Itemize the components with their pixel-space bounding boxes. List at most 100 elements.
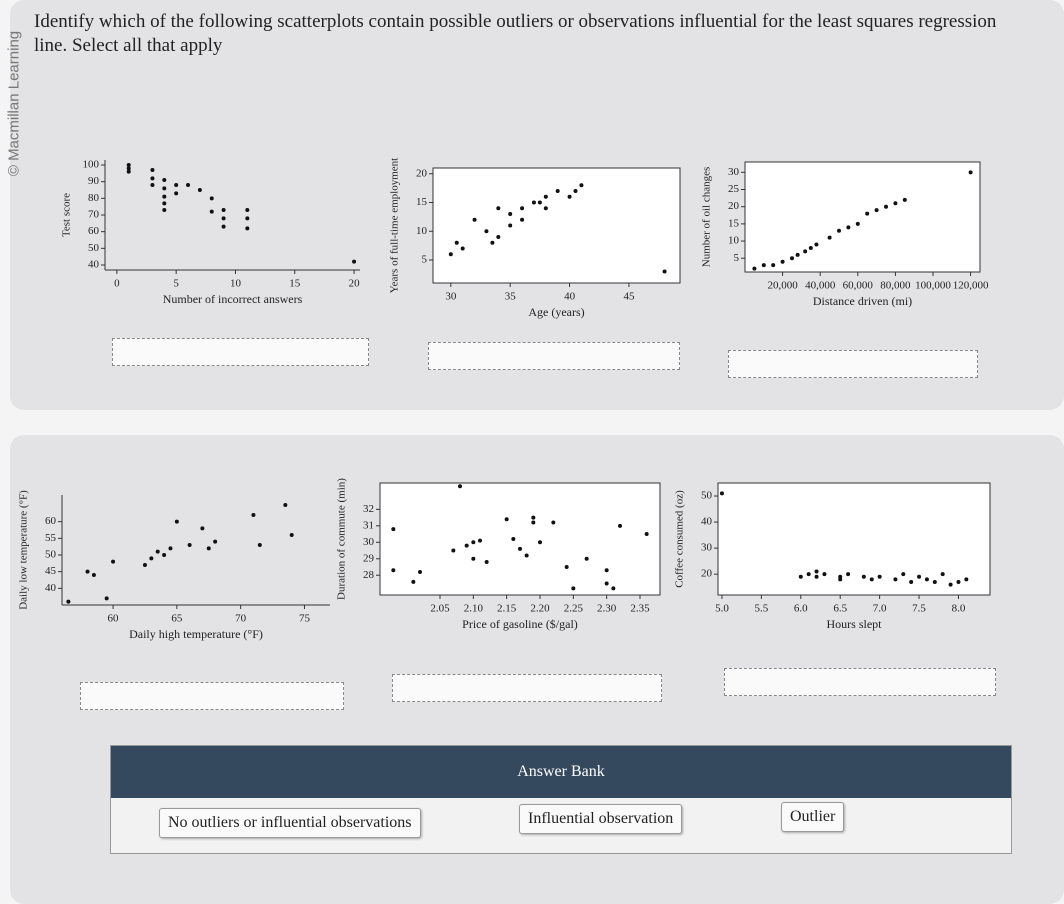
point [518,546,522,551]
point [245,216,250,221]
y-tick-label: 90 [88,175,100,187]
point [174,191,179,196]
point [458,484,462,489]
point [460,246,465,251]
point [956,579,961,584]
point [855,221,860,226]
point [618,523,622,528]
x-tick-label: 65 [171,613,183,625]
x-tick-label: 75 [299,613,311,625]
point [200,526,205,531]
point [537,200,542,205]
point [150,183,155,187]
y-tick-label: 70 [88,209,100,221]
y-tick-label: 55 [45,532,57,544]
point [531,515,536,520]
answer-option[interactable]: Influential observation [519,804,683,834]
x-tick-label: 20,000 [767,280,798,292]
point [162,194,167,199]
point [893,201,898,206]
answer-option[interactable]: Outlier [781,802,845,832]
x-tick-label: 7.5 [912,603,926,615]
answer-bank: Answer Bank No outliers or influential o… [110,745,1012,854]
x-tick-label: 120,000 [953,280,989,292]
point [162,201,167,206]
point [391,527,396,532]
point [186,183,191,187]
point [126,163,131,167]
point [837,228,841,233]
x-tick-label: 2.15 [497,603,517,615]
drop-zone[interactable] [724,668,996,696]
point [761,263,766,268]
drop-zone[interactable] [728,350,978,378]
point [472,217,477,222]
point [448,252,453,257]
drop-zone[interactable] [428,342,680,370]
point [814,242,819,247]
point [940,572,945,577]
point [142,563,147,567]
point [877,574,882,579]
answer-option[interactable]: No outliers or influential observations [159,808,421,838]
point [571,586,576,591]
drop-zone[interactable] [112,338,369,366]
point [644,532,649,537]
point [846,572,851,577]
drop-zone[interactable] [80,682,344,710]
x-tick-label: 5.5 [754,603,768,615]
point [538,540,542,545]
x-tick-label: 2.30 [597,603,617,615]
point [162,208,167,212]
point [932,579,937,584]
x-tick-label: 40 [564,291,576,303]
point [174,183,179,187]
point [567,194,572,199]
y-tick-label: 15 [416,196,428,208]
point [471,556,476,561]
y-tick-label: 20 [701,568,713,580]
point [149,556,154,561]
point [579,183,584,188]
y-tick-label: 30 [701,542,713,554]
x-tick-label: 15 [289,278,301,290]
x-tick-label: 5 [173,278,179,290]
point [221,208,226,212]
point [162,553,167,557]
y-tick-label: 5 [734,252,740,264]
point [846,225,851,230]
point [162,186,167,191]
question: Identify which of the following scatterp… [34,11,997,56]
point [555,189,560,193]
y-tick-label: 40 [88,259,100,271]
x-tick-label: 2.35 [630,603,650,615]
plot-frame [379,482,661,596]
point [865,211,870,216]
point [104,596,109,601]
point [814,574,819,579]
point [66,599,71,604]
y-tick-label: 50 [88,242,100,254]
y-tick-label: 40 [701,516,713,528]
y-tick-label: 40 [45,582,57,594]
point [245,226,250,231]
point [869,577,874,582]
y-axis-label: Number of oil changes [701,167,713,268]
drop-zone[interactable] [392,674,662,702]
point [874,208,879,213]
y-axis-label: Daily low temperature (°F) [18,490,30,610]
x-tick-label: 60 [108,613,120,625]
x-tick-label: 8.0 [952,603,966,615]
y-tick-label: 15 [728,217,740,229]
point [85,569,90,574]
y-tick-label: 31 [363,519,374,531]
point [245,208,250,212]
point [451,548,456,553]
point [861,574,866,579]
y-tick-label: 10 [728,235,740,247]
point [827,235,832,240]
point [611,586,616,591]
y-tick-label: 5 [422,254,428,266]
point [209,196,214,201]
